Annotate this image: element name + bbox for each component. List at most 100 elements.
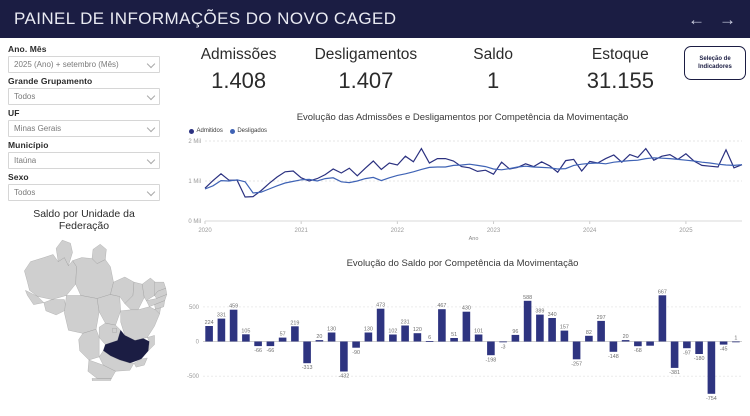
bar[interactable]: [560, 330, 569, 342]
bar[interactable]: [585, 335, 593, 342]
map-state-al: [154, 300, 165, 310]
bar[interactable]: [621, 340, 630, 342]
bar-value-label: -90: [352, 350, 360, 356]
line-series-admitidos: [204, 147, 743, 198]
bar[interactable]: [303, 341, 311, 364]
bar[interactable]: [523, 300, 532, 342]
bar[interactable]: [658, 295, 667, 342]
bar[interactable]: [695, 341, 703, 355]
indicator-button-line1: Seleção de: [699, 55, 731, 62]
bar[interactable]: [376, 308, 385, 342]
bar-value-label: -257: [571, 361, 582, 367]
kpi-estoque-label: Estoque: [591, 46, 649, 63]
bar[interactable]: [462, 311, 471, 342]
bar-value-label: -381: [669, 370, 680, 376]
bar[interactable]: [719, 341, 728, 345]
kpi-row: Admissões 1.408 Desligamentos 1.407 Sald…: [175, 42, 750, 110]
map-state-pa: [72, 257, 114, 299]
bar-value-label: 82: [586, 330, 592, 336]
bar[interactable]: [327, 332, 336, 342]
filter-1: Grande Grupamento Todos: [8, 76, 160, 105]
filter-sidebar: Ano. Mês 2025 (Ano) + setembro (Mês) Grand…: [0, 38, 168, 416]
bar-value-label: -66: [254, 348, 262, 354]
bar[interactable]: [572, 341, 581, 360]
bar[interactable]: [450, 338, 458, 342]
app-header: PAINEL DE INFORMAÇÕES DO NOVO CAGED ← →: [0, 0, 750, 38]
bar[interactable]: [487, 341, 495, 356]
x-tick-label: 2021: [294, 228, 308, 234]
map-state-rr: [56, 239, 73, 267]
bar[interactable]: [242, 334, 250, 342]
filter-label-1: Grande Grupamento: [8, 76, 93, 86]
bar[interactable]: [609, 341, 618, 352]
bar[interactable]: [217, 318, 226, 342]
bar-value-label: -68: [634, 348, 642, 354]
bar[interactable]: [205, 326, 213, 342]
bar-value-label: -198: [486, 357, 497, 363]
bar[interactable]: [548, 318, 556, 342]
indicator-selection-button[interactable]: Seleção de Indicadores: [684, 46, 746, 80]
bar-value-label: 20: [316, 334, 322, 340]
forward-arrow-icon[interactable]: →: [719, 9, 736, 29]
map-state-ac: [25, 290, 45, 305]
bar[interactable]: [425, 341, 434, 342]
bar[interactable]: [401, 325, 409, 342]
filter-select-2[interactable]: Minas Gerais: [8, 120, 160, 137]
filter-2: UF Minas Gerais: [8, 108, 160, 137]
bar[interactable]: [499, 341, 507, 343]
bar[interactable]: [707, 341, 716, 394]
bar[interactable]: [254, 341, 262, 347]
legend-item-desligados[interactable]: Desligados: [229, 128, 267, 134]
bar[interactable]: [438, 309, 446, 342]
bar[interactable]: [278, 337, 287, 342]
bar[interactable]: [670, 341, 679, 368]
bar[interactable]: [291, 326, 299, 342]
bar[interactable]: [683, 341, 691, 349]
filter-select-0[interactable]: 2025 (Ano) + setembro (Mês): [8, 56, 160, 73]
bar[interactable]: [536, 314, 544, 342]
bar-value-label: -66: [267, 348, 275, 354]
map-state-to: [96, 294, 121, 326]
filter-label-2: UF: [8, 108, 20, 118]
bar[interactable]: [646, 341, 654, 346]
bar[interactable]: [352, 341, 360, 348]
filter-select-1[interactable]: Todos: [8, 88, 160, 105]
bar[interactable]: [266, 341, 275, 347]
bar[interactable]: [474, 334, 483, 342]
back-arrow-icon[interactable]: ←: [688, 9, 705, 29]
bar[interactable]: [364, 332, 373, 342]
page-title: PAINEL DE INFORMAÇÕES DO NOVO CAGED: [14, 9, 397, 28]
filter-label-0: Ano. Mês: [8, 44, 47, 54]
filter-select-4[interactable]: Todos: [8, 184, 160, 201]
bar-value-label: 101: [474, 329, 483, 335]
bar[interactable]: [315, 340, 324, 342]
map-state-ro: [43, 299, 67, 316]
bar[interactable]: [340, 341, 348, 372]
kpi-estoque: Estoque 31.155: [557, 42, 684, 94]
bar[interactable]: [413, 333, 422, 342]
filter-select-3[interactable]: Itaúna: [8, 152, 160, 169]
line-chart-plot[interactable]: 0 Mil 1 Mil 2 Mil 2020 2021 2022 2023 2024 2025 A…: [175, 135, 750, 246]
bar[interactable]: [389, 334, 397, 342]
line-chart-svg: 0 Mil 1 Mil 2 Mil 2020 2021 2022 2023 2024 2025 A…: [188, 139, 743, 242]
map-state-pb: [154, 288, 167, 299]
legend-item-admitidos[interactable]: Admitidos: [189, 128, 223, 134]
y-tick-label: 2 Mil: [188, 139, 201, 145]
bar[interactable]: [511, 334, 520, 342]
kpi-desligamentos-value: 1.407: [338, 68, 394, 93]
bar-value-label: 473: [376, 303, 385, 309]
bar[interactable]: [634, 341, 642, 347]
bar[interactable]: [732, 341, 740, 343]
map-state-es: [147, 335, 155, 352]
brazil-map[interactable]: [8, 233, 176, 383]
bar[interactable]: [229, 309, 238, 342]
x-tick-label: 2022: [391, 228, 405, 234]
bar[interactable]: [597, 320, 605, 342]
bar-value-label: 96: [512, 329, 518, 335]
map-state-am: [24, 254, 77, 300]
bar-value-label: 224: [205, 320, 214, 326]
bar-value-label: 459: [229, 304, 238, 310]
bar-chart-plot[interactable]: 500 0 -500 224 331 459 105 -66 -66 57 219 -313 20 130…: [175, 271, 750, 416]
bar-value-label: 297: [597, 315, 606, 321]
legend-dot-desligados: [229, 128, 235, 134]
